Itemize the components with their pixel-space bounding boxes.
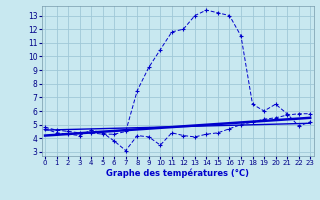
X-axis label: Graphe des températures (°C): Graphe des températures (°C) (106, 169, 249, 178)
